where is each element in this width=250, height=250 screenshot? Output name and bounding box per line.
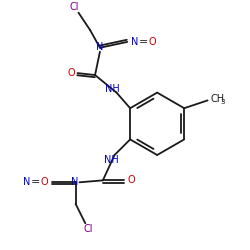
Text: O: O (68, 68, 76, 78)
Text: Cl: Cl (84, 224, 93, 234)
Text: O: O (149, 37, 156, 47)
Text: 3: 3 (221, 99, 225, 105)
Text: Cl: Cl (70, 2, 79, 12)
Text: O: O (127, 175, 135, 185)
Text: N: N (96, 42, 104, 52)
Text: =: = (31, 177, 40, 187)
Text: N: N (131, 37, 139, 47)
Text: NH: NH (104, 155, 119, 165)
Text: O: O (40, 177, 48, 187)
Text: CH: CH (210, 94, 225, 104)
Text: N: N (71, 177, 78, 187)
Text: N: N (23, 177, 30, 187)
Text: NH: NH (105, 84, 120, 94)
Text: =: = (139, 37, 148, 47)
